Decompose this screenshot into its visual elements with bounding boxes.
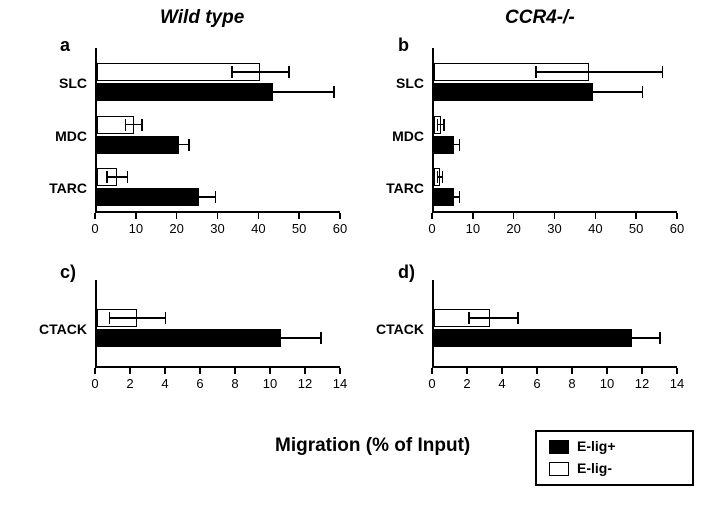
- tick-label: 50: [624, 221, 648, 236]
- tick-label: 6: [525, 376, 549, 391]
- legend-label-pos: E-lig+: [577, 438, 616, 454]
- tick-label: 14: [328, 376, 352, 391]
- tick-label: 10: [461, 221, 485, 236]
- category-label: MDC: [372, 128, 424, 144]
- tick-label: 10: [595, 376, 619, 391]
- category-label: SLC: [372, 75, 424, 91]
- legend-swatch-neg: [549, 462, 569, 476]
- category-label: TARC: [35, 180, 87, 196]
- tick-label: 12: [293, 376, 317, 391]
- bar-pos: [97, 136, 179, 154]
- tick-label: 0: [420, 221, 444, 236]
- panel-letter-b: b: [398, 35, 409, 56]
- legend-label-neg: E-lig-: [577, 460, 612, 476]
- column-title-right: CCR4-/-: [505, 7, 575, 29]
- category-label: SLC: [35, 75, 87, 91]
- category-label: CTACK: [372, 321, 424, 337]
- tick-label: 2: [455, 376, 479, 391]
- tick-label: 10: [124, 221, 148, 236]
- tick-label: 0: [83, 376, 107, 391]
- tick-label: 20: [502, 221, 526, 236]
- tick-label: 30: [206, 221, 230, 236]
- tick-label: 20: [165, 221, 189, 236]
- tick-label: 6: [188, 376, 212, 391]
- legend-box: E-lig+ E-lig-: [535, 430, 694, 486]
- tick-label: 60: [328, 221, 352, 236]
- category-label: MDC: [35, 128, 87, 144]
- tick-label: 40: [246, 221, 270, 236]
- tick-label: 4: [490, 376, 514, 391]
- tick-label: 50: [287, 221, 311, 236]
- tick-label: 14: [665, 376, 689, 391]
- tick-label: 12: [630, 376, 654, 391]
- category-label: CTACK: [35, 321, 87, 337]
- tick-label: 40: [583, 221, 607, 236]
- tick-label: 30: [543, 221, 567, 236]
- tick-label: 2: [118, 376, 142, 391]
- tick-label: 60: [665, 221, 689, 236]
- bar-pos: [434, 329, 632, 347]
- column-title-left: Wild type: [160, 7, 244, 29]
- tick-label: 10: [258, 376, 282, 391]
- panel-letter-c: c): [60, 262, 76, 283]
- panel-letter-a: a: [60, 35, 70, 56]
- tick-label: 8: [560, 376, 584, 391]
- bar-pos: [97, 83, 273, 101]
- tick-label: 0: [420, 376, 444, 391]
- tick-label: 4: [153, 376, 177, 391]
- xaxis-title: Migration (% of Input): [275, 435, 470, 457]
- tick-label: 0: [83, 221, 107, 236]
- tick-label: 8: [223, 376, 247, 391]
- panel-letter-d: d): [398, 262, 415, 283]
- category-label: TARC: [372, 180, 424, 196]
- bar-pos: [97, 329, 281, 347]
- legend-swatch-pos: [549, 440, 569, 454]
